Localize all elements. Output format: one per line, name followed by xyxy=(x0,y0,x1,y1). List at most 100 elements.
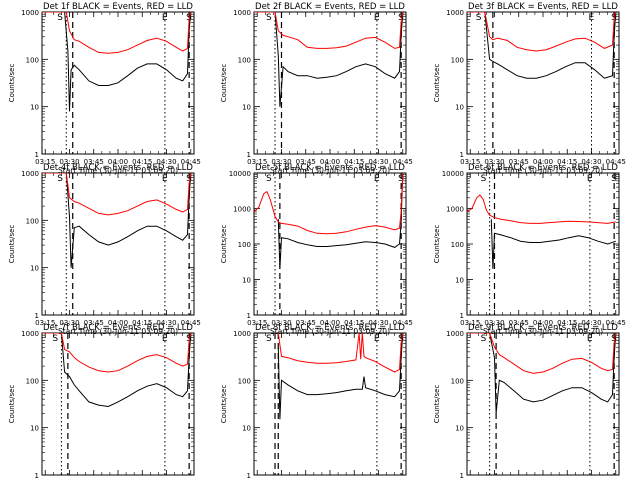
x-tick-label: 03:15 xyxy=(460,158,480,166)
series-line-lld xyxy=(254,173,404,235)
x-axis-label: Start Time (30-Jun-11 03:09:20) xyxy=(270,166,390,175)
y-tick-label: 1 xyxy=(460,472,464,480)
y-tick-label: 1000 xyxy=(21,170,39,178)
y-axis-label: Counts/sec xyxy=(220,64,228,103)
series-line-events xyxy=(467,12,617,79)
chart-title: Det 3f BLACK = Events, RED = LLD xyxy=(468,2,618,12)
x-axis-label: Start Time (30-Jun-11 03:09:20) xyxy=(483,327,603,336)
y-tick-label: 100 xyxy=(451,56,464,64)
chart-title: Det 8f BLACK = Events, RED = LLD xyxy=(255,323,405,333)
x-tick-label: 03:30 xyxy=(271,319,291,327)
x-tick-label: 03:30 xyxy=(59,158,79,166)
series-line-events xyxy=(277,333,404,420)
series-line-lld xyxy=(42,173,192,216)
y-tick-label: 1000 xyxy=(233,206,251,214)
chart-panel-1: Det 1f BLACK = Events, RED = LLD 1 10 100 10… xyxy=(8,2,201,175)
chart-panel-2: Det 2f BLACK = Events, RED = LLD 1 10 100 10… xyxy=(220,2,413,175)
y-tick-label: 1000 xyxy=(446,9,464,17)
y-tick-label: 10 xyxy=(30,425,39,433)
y-tick-label: 10000 xyxy=(229,170,251,178)
chart-title: Det 1f BLACK = Events, RED = LLD xyxy=(43,2,193,12)
x-tick-label: 03:45 xyxy=(509,158,529,166)
x-tick-label: 04:45 xyxy=(393,158,413,166)
x-tick-label: 04:45 xyxy=(606,158,626,166)
x-tick-label: 04:45 xyxy=(181,158,201,166)
x-axis-label: Start Time (30-Jun-11 03:09:20) xyxy=(270,327,390,336)
y-axis-label: Counts/sec xyxy=(433,225,441,264)
y-axis-label: Counts/sec xyxy=(220,385,228,424)
y-tick-label: 1000 xyxy=(21,9,39,17)
marker-label: E xyxy=(374,174,380,184)
series-line-events xyxy=(42,333,192,408)
x-tick-label: 03:15 xyxy=(460,319,480,327)
y-axis-label: Counts/sec xyxy=(8,64,16,103)
marker-label: S xyxy=(52,334,58,344)
chart-panel-9: Det 9f BLACK = Events, RED = LLD 1 10 100 10… xyxy=(433,323,626,480)
y-tick-label: 1000 xyxy=(233,9,251,17)
y-tick-label: 1 xyxy=(460,151,464,159)
x-tick-label: 04:00 xyxy=(533,158,553,166)
y-tick-label: 1 xyxy=(247,151,251,159)
series-line-events xyxy=(254,12,404,107)
marker-label: E xyxy=(374,13,380,23)
y-tick-label: 10000 xyxy=(442,170,464,178)
y-tick-label: 100 xyxy=(238,56,251,64)
marker-label: S xyxy=(266,334,272,344)
y-axis-label: Counts/sec xyxy=(8,225,16,264)
x-tick-label: 03:45 xyxy=(84,158,104,166)
marker-label: S xyxy=(398,13,404,23)
x-tick-label: 04:15 xyxy=(557,319,577,327)
y-tick-label: 1000 xyxy=(446,330,464,338)
plot-frame xyxy=(41,172,195,316)
marker-label: S xyxy=(481,334,487,344)
marker-label: S xyxy=(481,174,487,184)
x-tick-label: 04:30 xyxy=(156,158,176,166)
x-tick-label: 04:45 xyxy=(181,319,201,327)
series-line-lld xyxy=(254,12,404,49)
marker-label: S xyxy=(398,174,404,184)
y-tick-label: 100 xyxy=(26,377,39,385)
y-tick-label: 1000 xyxy=(21,330,39,338)
x-tick-label: 03:30 xyxy=(484,319,504,327)
x-tick-label: 04:15 xyxy=(344,158,364,166)
y-tick-label: 100 xyxy=(451,377,464,385)
y-tick-label: 10 xyxy=(242,104,251,112)
marker-label: S xyxy=(57,13,63,23)
marker-label: S xyxy=(476,13,482,23)
marker-label: E xyxy=(162,334,168,344)
chart-panel-4: Det 4f BLACK = Events, RED = LLD 1 10 100 10… xyxy=(8,163,201,336)
x-tick-label: 03:30 xyxy=(59,319,79,327)
x-tick-label: 04:30 xyxy=(156,319,176,327)
series-line-lld xyxy=(42,333,192,373)
y-tick-label: 10 xyxy=(30,265,39,273)
marker-label: S xyxy=(186,174,192,184)
y-tick-label: 10 xyxy=(30,104,39,112)
plot-frame xyxy=(253,332,407,476)
x-tick-label: 03:30 xyxy=(484,158,504,166)
x-tick-label: 04:00 xyxy=(108,319,128,327)
y-tick-label: 100 xyxy=(238,241,251,249)
chart-title: Det 2f BLACK = Events, RED = LLD xyxy=(255,2,405,12)
x-tick-label: 04:15 xyxy=(344,319,364,327)
marker-label: E xyxy=(374,334,380,344)
series-line-events xyxy=(277,173,404,269)
chart-title: Det 5f BLACK = Events, RED = LLD xyxy=(255,163,405,173)
y-tick-label: 1 xyxy=(35,151,39,159)
y-tick-label: 10 xyxy=(455,277,464,285)
x-tick-label: 04:45 xyxy=(606,319,626,327)
chart-title: Det 6f BLACK = Events, RED = LLD xyxy=(468,163,618,173)
marker-label: S xyxy=(266,174,272,184)
chart-title: Det 4f BLACK = Events, RED = LLD xyxy=(43,163,193,173)
marker-label: E xyxy=(162,13,168,23)
y-tick-label: 100 xyxy=(451,241,464,249)
x-tick-label: 03:15 xyxy=(247,319,267,327)
x-tick-label: 03:30 xyxy=(271,158,291,166)
marker-label: S xyxy=(611,334,617,344)
y-axis-label: Counts/sec xyxy=(220,225,228,264)
plot-frame xyxy=(41,332,195,476)
x-tick-label: 03:15 xyxy=(247,158,267,166)
marker-label: S xyxy=(398,334,404,344)
x-tick-label: 03:45 xyxy=(296,319,316,327)
series-line-events xyxy=(42,12,192,112)
x-tick-label: 03:45 xyxy=(509,319,529,327)
